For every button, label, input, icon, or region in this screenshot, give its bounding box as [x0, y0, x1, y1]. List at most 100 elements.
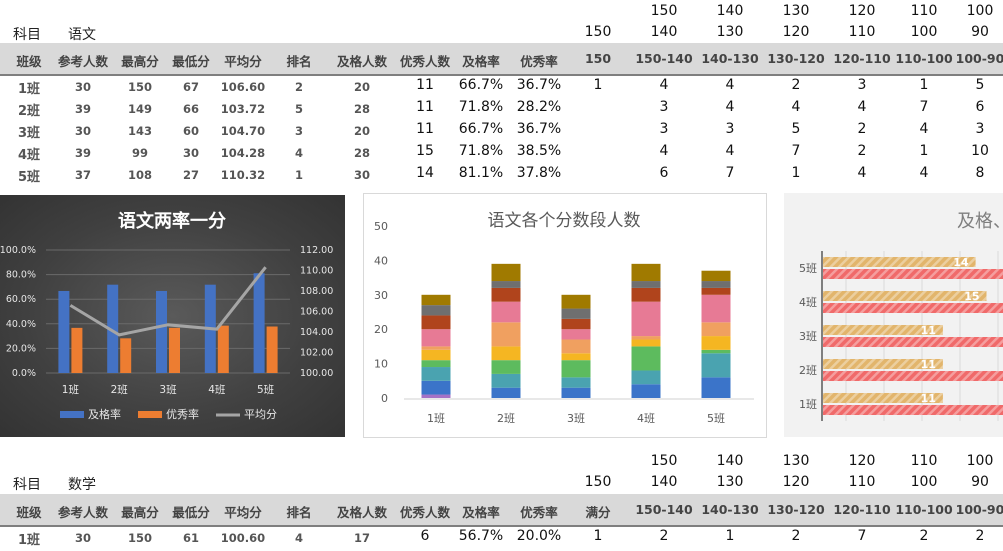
cell-avg[interactable]: 110.32 [220, 168, 266, 182]
cell-min[interactable]: 27 [182, 168, 200, 182]
cell-b5[interactable]: 4 [919, 165, 929, 181]
col-header-max[interactable]: 最高分 [121, 505, 159, 520]
cell-cls[interactable]: 1班 [18, 533, 41, 548]
cell-b3[interactable]: 2 [791, 528, 801, 544]
cell-b5[interactable]: 1 [919, 143, 929, 159]
cell-cls[interactable]: 5班 [18, 170, 41, 185]
cell-avg[interactable]: 100.60 [220, 531, 266, 545]
col-header-excellent-count[interactable]: 优秀人数 [399, 505, 451, 520]
cell-exc[interactable]: 6 [420, 528, 430, 544]
cell-min[interactable]: 30 [182, 146, 200, 160]
cell-avg[interactable]: 103.72 [220, 102, 266, 116]
cell-n[interactable]: 30 [74, 531, 92, 545]
col-header-count[interactable]: 参考人数 [57, 505, 109, 520]
cell-pr[interactable]: 71.8% [458, 99, 504, 115]
cell-max[interactable]: 108 [127, 168, 153, 182]
cell-min[interactable]: 61 [182, 531, 200, 545]
cell-b4[interactable]: 7 [857, 528, 867, 544]
cell-b1[interactable]: 4 [659, 143, 669, 159]
col-header-excellent-rate[interactable]: 优秀率 [520, 54, 558, 69]
col-header-pass-count[interactable]: 及格人数 [336, 505, 388, 520]
cell-b2[interactable]: 7 [725, 165, 735, 181]
cell-b6[interactable]: 8 [975, 165, 985, 181]
col-header-band[interactable]: 110-100 [895, 502, 953, 517]
cell-b3[interactable]: 7 [791, 143, 801, 159]
cell-er[interactable]: 36.7% [516, 77, 562, 93]
cell-b1[interactable]: 6 [659, 165, 669, 181]
cell-exc[interactable]: 15 [416, 143, 434, 159]
col-header-band[interactable]: 130-120 [767, 51, 825, 66]
col-header-band[interactable]: 140-130 [701, 502, 759, 517]
col-header-band[interactable]: 120-110 [833, 502, 891, 517]
pass-rate-chart[interactable]: 语文两率一分 0.0% 20.0% 40.0% 60.0% 80.0% 100.0% 100.… [0, 195, 345, 437]
col-header-excellent-count[interactable]: 优秀人数 [399, 54, 451, 69]
cell-pass[interactable]: 28 [353, 102, 371, 116]
cell-b3[interactable]: 2 [791, 77, 801, 93]
cell-b2[interactable]: 4 [725, 77, 735, 93]
cell-cls[interactable]: 4班 [18, 148, 41, 163]
cell-pass[interactable]: 30 [353, 168, 371, 182]
cell-b2[interactable]: 1 [725, 528, 735, 544]
cell-n[interactable]: 39 [74, 146, 92, 160]
subject-name[interactable]: 语文 [68, 27, 96, 43]
cell-avg[interactable]: 106.60 [220, 80, 266, 94]
col-header-pass-count[interactable]: 及格人数 [336, 54, 388, 69]
col-header-full-score[interactable]: 满分 [585, 505, 611, 520]
cell-b1[interactable]: 3 [659, 99, 669, 115]
col-header-band[interactable]: 130-120 [767, 502, 825, 517]
cell-b6[interactable]: 2 [975, 528, 985, 544]
col-header-avg[interactable]: 平均分 [224, 505, 262, 520]
cell-b5[interactable]: 7 [919, 99, 929, 115]
cell-pr[interactable]: 81.1% [458, 165, 504, 181]
cell-b4[interactable]: 4 [857, 99, 867, 115]
col-header-band[interactable]: 150-140 [635, 502, 693, 517]
score-band-chart[interactable]: 语文各个分数段人数 0 10 20 30 40 50 1班 2班 3班 4班 5班 [363, 193, 767, 438]
col-header-class[interactable]: 班级 [16, 505, 42, 520]
cell-b2[interactable]: 4 [725, 143, 735, 159]
cell-pass[interactable]: 28 [353, 146, 371, 160]
cell-min[interactable]: 66 [182, 102, 200, 116]
cell-b4[interactable]: 4 [857, 165, 867, 181]
cell-pass[interactable]: 20 [353, 80, 371, 94]
col-header-avg[interactable]: 平均分 [224, 54, 262, 69]
cell-exc[interactable]: 11 [416, 77, 434, 93]
cell-b5[interactable]: 1 [919, 77, 929, 93]
cell-pass[interactable]: 20 [353, 124, 371, 138]
cell-pr[interactable]: 56.7% [458, 528, 504, 544]
cell-n[interactable]: 39 [74, 102, 92, 116]
cell-b0[interactable]: 1 [593, 528, 603, 544]
cell-exc[interactable]: 11 [416, 99, 434, 115]
col-header-band[interactable]: 110-100 [895, 51, 953, 66]
cell-min[interactable]: 67 [182, 80, 200, 94]
cell-n[interactable]: 37 [74, 168, 92, 182]
cell-b6[interactable]: 5 [975, 77, 985, 93]
cell-cls[interactable]: 1班 [18, 82, 41, 97]
col-header-excellent-rate[interactable]: 优秀率 [520, 505, 558, 520]
cell-exc[interactable]: 11 [416, 121, 434, 137]
subject-name[interactable]: 数学 [68, 477, 96, 493]
cell-cls[interactable]: 3班 [18, 126, 41, 141]
cell-b5[interactable]: 2 [919, 528, 929, 544]
cell-min[interactable]: 60 [182, 124, 200, 138]
cell-pr[interactable]: 71.8% [458, 143, 504, 159]
col-header-max[interactable]: 最高分 [121, 54, 159, 69]
col-header-band[interactable]: 100-90 [955, 51, 1003, 66]
cell-er[interactable]: 36.7% [516, 121, 562, 137]
cell-b4[interactable]: 2 [857, 143, 867, 159]
cell-pr[interactable]: 66.7% [458, 77, 504, 93]
pass-excellent-bar-chart[interactable]: 及格、 11 1班 11 2班 11 3班 15 4班 14 5班 [784, 193, 1003, 437]
cell-max[interactable]: 150 [127, 531, 153, 545]
cell-b2[interactable]: 4 [725, 99, 735, 115]
col-header-class[interactable]: 班级 [16, 54, 42, 69]
cell-er[interactable]: 37.8% [516, 165, 562, 181]
cell-rank[interactable]: 1 [294, 168, 304, 182]
cell-rank[interactable]: 2 [294, 80, 304, 94]
cell-max[interactable]: 149 [127, 102, 153, 116]
cell-b6[interactable]: 10 [971, 143, 989, 159]
cell-avg[interactable]: 104.28 [220, 146, 266, 160]
cell-b4[interactable]: 3 [857, 77, 867, 93]
cell-b1[interactable]: 2 [659, 528, 669, 544]
col-header-band[interactable]: 100-90 [955, 502, 1003, 517]
cell-b3[interactable]: 5 [791, 121, 801, 137]
cell-max[interactable]: 150 [127, 80, 153, 94]
